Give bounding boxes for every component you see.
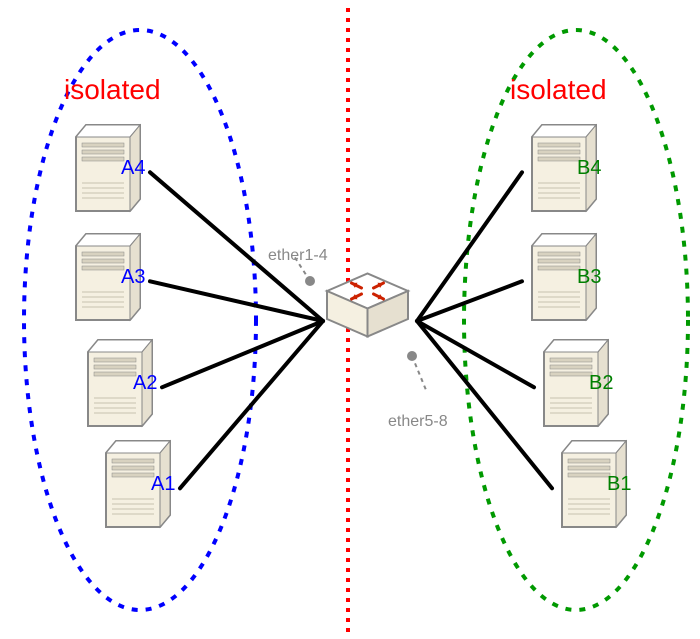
switch-arrow-0 xyxy=(352,283,362,288)
host-label-A2: A2 xyxy=(133,372,157,395)
svg-layer xyxy=(0,0,700,639)
group-ellipse-right xyxy=(464,30,688,610)
port-dot-right xyxy=(407,351,417,361)
port-label-left: ether1-4 xyxy=(268,247,328,265)
host-A4 xyxy=(76,125,140,211)
host-B3 xyxy=(532,234,596,320)
link-A1 xyxy=(180,321,323,488)
switch-front-left xyxy=(327,291,368,337)
switch-arrowhead-2 xyxy=(352,294,358,299)
host-A2 xyxy=(88,340,152,426)
link-A4 xyxy=(150,172,323,321)
group-ellipse-left xyxy=(24,30,256,610)
link-B3 xyxy=(417,281,522,321)
host-A1 xyxy=(106,441,170,527)
port-lead-right xyxy=(412,356,426,390)
host-label-A4: A4 xyxy=(121,157,145,180)
link-B4 xyxy=(417,172,522,321)
host-label-B2: B2 xyxy=(589,372,613,395)
switch-front-right xyxy=(368,291,409,337)
switch-arrowhead-0 xyxy=(352,283,358,288)
group-label-left: isolated xyxy=(64,74,161,106)
link-A2 xyxy=(162,321,323,387)
diagram-canvas: isolated isolated ether1-4 ether5-8 A4 A3 A2 A1… xyxy=(0,0,700,639)
group-label-right: isolated xyxy=(510,74,607,106)
host-label-B3: B3 xyxy=(577,266,601,289)
host-A3 xyxy=(76,234,140,320)
link-B1 xyxy=(417,321,552,488)
switch-arrow-2 xyxy=(352,294,362,299)
host-label-A3: A3 xyxy=(121,266,145,289)
host-B1 xyxy=(562,441,626,527)
port-lead-left xyxy=(294,256,310,281)
port-dot-left xyxy=(305,276,315,286)
switch-arrow-3 xyxy=(374,294,384,299)
host-B2 xyxy=(544,340,608,426)
link-B2 xyxy=(417,321,534,387)
link-A3 xyxy=(150,281,323,321)
host-B4 xyxy=(532,125,596,211)
host-label-B1: B1 xyxy=(607,473,631,496)
switch-arrowhead-3 xyxy=(378,294,384,299)
host-label-A1: A1 xyxy=(151,473,175,496)
switch-top xyxy=(327,274,408,309)
port-label-right: ether5-8 xyxy=(388,413,448,431)
host-label-B4: B4 xyxy=(577,157,601,180)
switch-arrow-1 xyxy=(374,283,384,288)
switch-arrowhead-1 xyxy=(378,283,384,288)
